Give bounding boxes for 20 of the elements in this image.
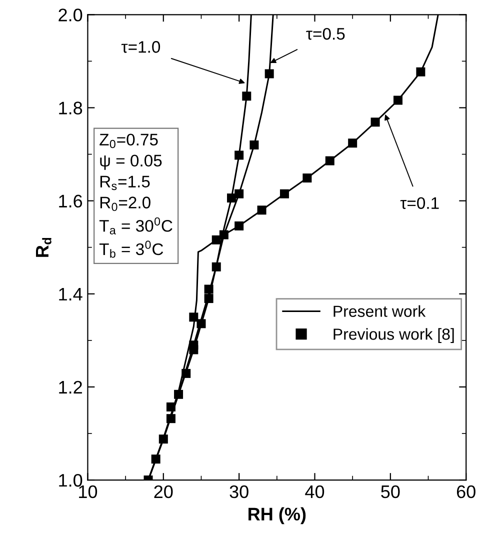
x-tick-label: 40 — [305, 485, 324, 498]
y-tick-label: 1.4 — [59, 288, 82, 300]
text: Z$_{0}$=0.75 ψ = 0.05 R$_{s}$=1.5 R$_{0}$=2.0 T$_{a}$ = 30$^{0}$C T$_{b}$ = 3$^{0}$C — [99, 134, 172, 258]
x-tick-label: 10 — [79, 485, 98, 498]
y-tick-label: 1.0 — [59, 474, 82, 487]
y-tick-label: 2.0 — [58, 8, 82, 22]
annotation: τ=0.5 — [306, 28, 345, 40]
y-tick-label: 1.6 — [59, 194, 82, 208]
y-axis-title: R$_{d}$ — [36, 238, 52, 257]
legend-label: Present work — [334, 305, 426, 317]
legend-label: Previous work [8] — [334, 328, 454, 343]
x-tick-label: 30 — [230, 485, 248, 498]
x-tick-label: 20 — [154, 485, 173, 498]
annotation: τ=0.1 — [400, 197, 439, 209]
x-tick-label: 60 — [456, 485, 476, 498]
x-axis-title: RH (%) — [248, 507, 306, 524]
x-tick-label: 50 — [381, 485, 400, 498]
y-tick-label: 1.8 — [59, 102, 82, 114]
annotation: τ=1.0 — [121, 41, 160, 53]
y-tick-label: 1.2 — [59, 380, 82, 394]
